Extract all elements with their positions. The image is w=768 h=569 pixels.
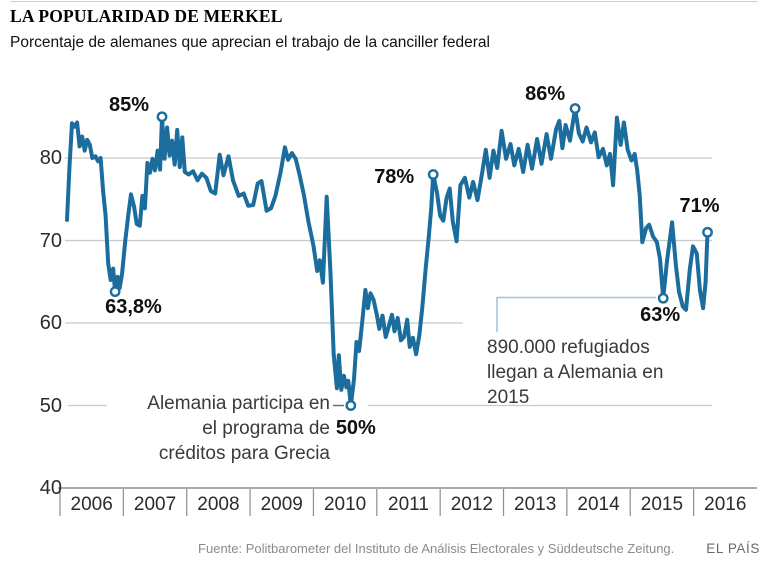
footer: Fuente: Politbarometer del Instituto de … <box>0 541 760 556</box>
value-label-85: 85% <box>109 93 150 116</box>
annotation-refugees-line1: 890.000 refugiados <box>487 337 650 358</box>
value-label-78: 78% <box>374 165 415 188</box>
x-tick-label-2009: 2009 <box>260 494 303 515</box>
marker-63 <box>657 292 669 304</box>
annotation-greece-line1: Alemania participa en <box>147 393 330 414</box>
top-rule <box>10 1 758 2</box>
x-tick-label-2014: 2014 <box>577 494 620 515</box>
value-label-71: 71% <box>679 195 720 218</box>
page-title: LA POPULARIDAD DE MERKEL <box>10 6 283 26</box>
brand-logo: EL PAÍS <box>706 541 760 556</box>
x-tick-label-2006: 2006 <box>70 494 113 515</box>
x-tick-label-2015: 2015 <box>640 494 684 515</box>
marker-50 <box>345 400 357 411</box>
y-tick-label-40: 40 <box>39 477 62 499</box>
x-tick-label-2016: 2016 <box>704 494 747 515</box>
marker-638 <box>109 286 121 298</box>
annotation-greece-line3: créditos para Grecia <box>158 443 330 464</box>
marker-71 <box>702 226 713 238</box>
x-tick-label-2010: 2010 <box>323 494 367 515</box>
y-tick-label-70: 70 <box>39 229 62 252</box>
x-tick-label-2008: 2008 <box>197 494 240 515</box>
marker-78 <box>427 169 439 180</box>
source-credit: Fuente: Politbarometer del Instituto de … <box>198 541 675 556</box>
marker-85 <box>156 111 168 123</box>
x-tick-label-2012: 2012 <box>450 494 493 515</box>
x-tick-label-2013: 2013 <box>514 494 557 515</box>
data-line <box>65 106 710 408</box>
value-label-86: 86% <box>525 82 566 105</box>
marker-86 <box>569 103 581 114</box>
refugees-callout-line <box>496 296 656 332</box>
y-tick-label-50: 50 <box>39 394 62 417</box>
value-label-63: 63% <box>640 304 681 327</box>
y-tick-label-80: 80 <box>39 147 62 169</box>
annotation-greece-line2: el programa de <box>202 418 330 439</box>
x-tick-label-2011: 2011 <box>388 494 429 515</box>
annotation-refugees-line3: 2015 <box>487 387 530 408</box>
annotation-refugees: 890.000 refugiados llegan a Alemania en … <box>487 335 707 410</box>
annotation-refugees-line2: llegan a Alemania en <box>487 362 664 383</box>
annotation-greece: Alemania participa en el programa de cré… <box>70 391 330 466</box>
y-tick-label-60: 60 <box>39 312 62 334</box>
x-tick-label-2007: 2007 <box>133 494 177 515</box>
value-label-50: 50% <box>335 416 376 439</box>
chart-subtitle: Porcentaje de alemanes que aprecian el t… <box>10 34 490 51</box>
value-label-638: 63,8% <box>105 295 162 318</box>
